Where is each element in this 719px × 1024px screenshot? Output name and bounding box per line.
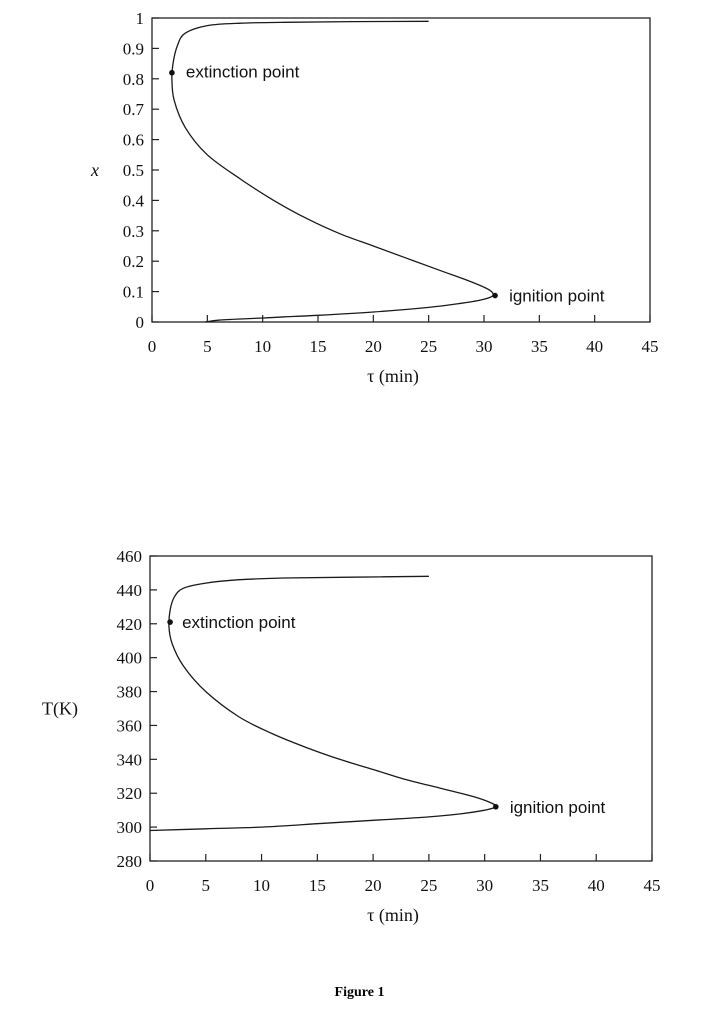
- chart-1-y-axis-label: x: [90, 160, 99, 180]
- chart-1-point-annotation: extinction point: [186, 63, 300, 82]
- chart-2-point-annotation: extinction point: [182, 613, 296, 632]
- chart-2-y-tick-label: 420: [117, 615, 143, 634]
- chart-1-y-tick-label: 1: [136, 9, 145, 28]
- chart-1-y-tick-label: 0.6: [123, 131, 144, 150]
- chart-1-point-marker: [169, 69, 175, 76]
- chart-2-y-axis-label: T(K): [42, 699, 78, 720]
- chart-1-x-tick-label: 0: [148, 337, 157, 356]
- chart-1-y-tick-label: 0.4: [123, 191, 145, 210]
- chart-2-x-tick-label: 5: [202, 876, 211, 895]
- chart-1-x-tick-label: 20: [365, 337, 382, 356]
- chart-2-y-tick-label: 400: [117, 649, 143, 668]
- chart-2-point-annotation: ignition point: [510, 798, 606, 817]
- chart-1-x-tick-label: 15: [310, 337, 327, 356]
- chart-1-y-tick-label: 0.3: [123, 222, 144, 241]
- chart-2-x-tick-label: 25: [420, 876, 437, 895]
- chart-1-x-tick-label: 25: [420, 337, 437, 356]
- figure-caption: Figure 1: [334, 985, 385, 1000]
- chart-1-x-axis-label: τ (min): [367, 366, 419, 387]
- chart-1-y-tick-label: 0: [136, 313, 145, 332]
- chart-1-x-tick-label: 5: [203, 337, 212, 356]
- chart-2-x-tick-label: 10: [253, 876, 270, 895]
- chart-2-y-tick-label: 320: [117, 784, 143, 803]
- chart-2-x-axis-label: τ (min): [367, 905, 419, 926]
- chart-1-x-tick-label: 10: [254, 337, 271, 356]
- chart-2-point-marker: [493, 803, 499, 810]
- chart-2-x-tick-label: 45: [644, 876, 661, 895]
- chart-2-y-tick-label: 360: [117, 716, 143, 735]
- chart-2-x-tick-label: 0: [146, 876, 155, 895]
- chart-2-x-tick-label: 35: [532, 876, 549, 895]
- chart-1-y-tick-label: 0.7: [123, 100, 145, 119]
- chart-1-point-marker: [492, 292, 498, 299]
- chart-1-point-annotation: ignition point: [509, 287, 605, 306]
- chart-2-x-tick-label: 30: [476, 876, 493, 895]
- chart-1-y-tick-label: 0.2: [123, 252, 144, 271]
- chart-1-y-tick-label: 0.1: [123, 283, 144, 302]
- chart-1-y-tick-label: 0.8: [123, 70, 144, 89]
- chart-1-y-tick-label: 0.9: [123, 39, 144, 58]
- chart-1-x-tick-label: 30: [476, 337, 493, 356]
- chart-1-y-tick-label: 0.5: [123, 161, 144, 180]
- chart-2-x-tick-label: 20: [365, 876, 382, 895]
- chart-1-series-line: [171, 20, 494, 323]
- chart-1-x-tick-label: 45: [642, 337, 659, 356]
- chart-2-y-tick-label: 280: [117, 852, 143, 871]
- chart-2-series-line: [149, 575, 497, 832]
- chart-2-y-tick-label: 440: [117, 581, 143, 600]
- chart-2-y-tick-label: 340: [117, 750, 143, 769]
- chart-2-x-tick-label: 40: [588, 876, 605, 895]
- chart-2-x-tick-label: 15: [309, 876, 326, 895]
- chart-2-y-tick-label: 460: [117, 547, 143, 566]
- chart-1-x-tick-label: 35: [531, 337, 548, 356]
- chart-2-point-marker: [167, 619, 173, 625]
- chart-2-plot-frame: [149, 555, 653, 862]
- chart-2-y-tick-label: 380: [117, 683, 143, 702]
- chart-2-y-tick-label: 300: [117, 818, 143, 837]
- chart-1-x-tick-label: 40: [586, 337, 603, 356]
